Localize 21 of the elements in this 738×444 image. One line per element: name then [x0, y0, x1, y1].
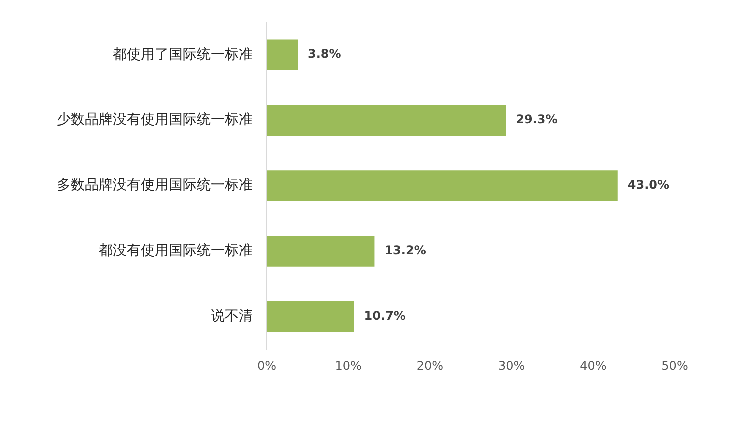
bar	[267, 40, 298, 70]
data-label: 13.2%	[384, 244, 426, 258]
x-tick-label: 10%	[335, 358, 362, 373]
y-tick-label: 多数品牌没有使用国际统一标准	[57, 178, 253, 194]
x-tick-label: 30%	[498, 358, 526, 373]
data-label: 10.7%	[364, 309, 406, 324]
y-tick-label: 都没有使用国际统一标准	[99, 243, 253, 260]
y-tick-label: 说不清	[211, 308, 253, 325]
x-tick-label: 40%	[580, 358, 607, 373]
data-label: 43.0%	[628, 178, 670, 192]
x-tick-label: 50%	[662, 358, 688, 373]
bar	[267, 170, 618, 202]
data-label: 3.8%	[308, 47, 342, 62]
bar	[267, 302, 354, 332]
data-label: 29.3%	[516, 112, 558, 127]
y-tick-label: 少数品牌没有使用国际统一标准	[57, 112, 253, 128]
x-tick-label: 20%	[416, 358, 444, 373]
x-tick-label: 0%	[257, 358, 277, 373]
y-tick-label: 都使用了国际统一标准	[113, 46, 253, 63]
bar	[267, 236, 375, 267]
bar	[267, 105, 506, 136]
